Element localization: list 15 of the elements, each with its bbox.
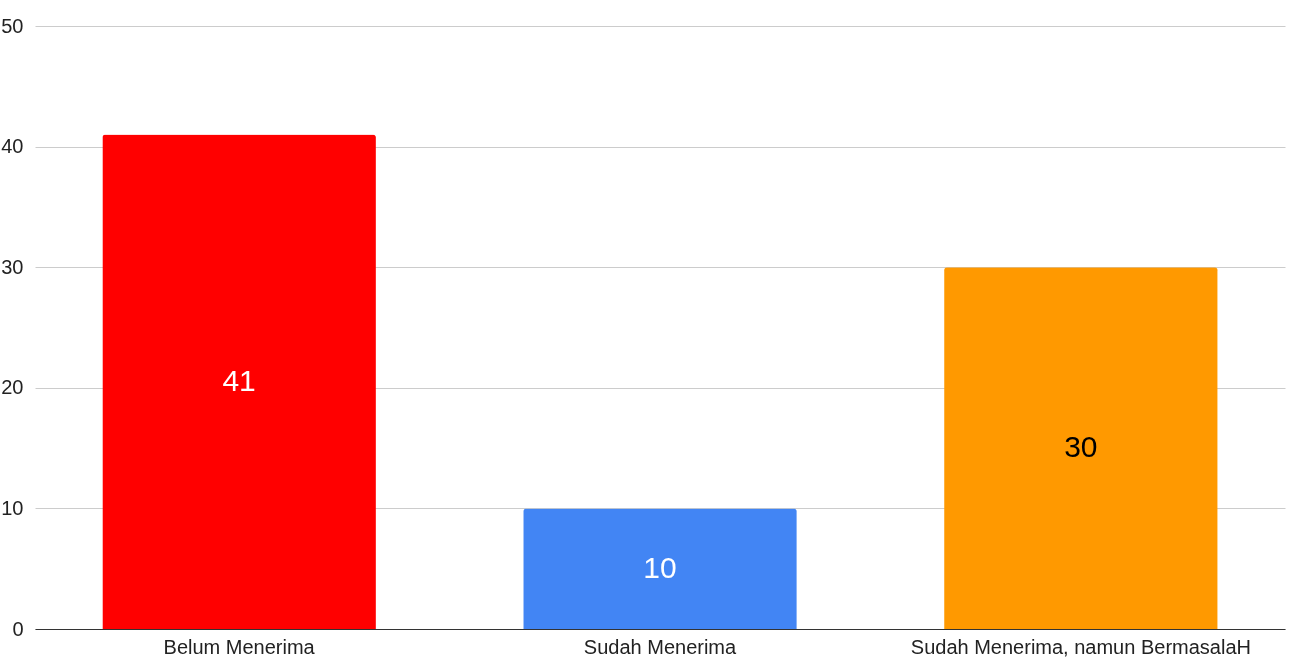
y-tick-label: 0 — [12, 617, 24, 640]
x-tick-label: Sudah Menerima — [583, 635, 738, 658]
x-tick-label: Belum Menerima — [163, 635, 316, 658]
bar — [102, 134, 376, 629]
y-tick-label: 30 — [1, 255, 24, 278]
y-tick-label: 10 — [1, 496, 24, 519]
data-label: 10 — [643, 550, 677, 584]
bar — [944, 267, 1218, 629]
y-tick-label: 20 — [1, 376, 24, 399]
y-tick-label: 50 — [1, 14, 24, 37]
bar — [523, 508, 797, 629]
data-label: 30 — [1064, 430, 1098, 464]
x-tick-label: Sudah Menerima, namun BermasalaH — [910, 635, 1251, 658]
y-tick-label: 40 — [1, 135, 24, 158]
data-label: 41 — [222, 363, 256, 397]
